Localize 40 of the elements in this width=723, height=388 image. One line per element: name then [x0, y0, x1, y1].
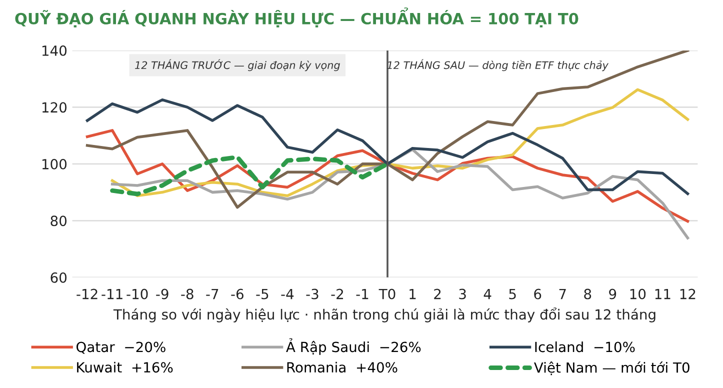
x-tick-label: 12	[680, 288, 696, 300]
y-tick-label: 120	[42, 102, 67, 113]
x-tick-label: 11	[655, 288, 670, 300]
x-tick-label: 5	[509, 288, 516, 300]
x-tick-label: -7	[206, 288, 218, 300]
x-axis-title: Tháng so với ngày hiệu lực · nhãn trong chú giải là mức thay đổi sau 12 tháng	[113, 308, 656, 322]
y-tick-label: 100	[42, 158, 67, 170]
x-tick-label: -3	[306, 288, 318, 300]
y-tick-label: 140	[42, 45, 67, 56]
x-tick-label: -12	[76, 288, 98, 300]
legend-label: Romania +40%	[287, 362, 398, 373]
x-tick-label: 4	[484, 288, 492, 300]
x-tick-label: -8	[181, 288, 194, 300]
x-tick-label: 2	[434, 288, 441, 300]
legend-label: Việt Nam — mới tới T0	[534, 362, 690, 376]
chart-title: QUỸ ĐẠO GIÁ QUANH NGÀY HIỆU LỰC — CHUẨN HÓA = 100 TẠI T0	[15, 7, 578, 28]
x-tick-label: 7	[559, 288, 566, 300]
x-tick-label: 3	[459, 288, 466, 300]
x-tick-label: -1	[356, 288, 368, 300]
x-tick-label: 6	[534, 288, 542, 300]
legend-label: Kuwait +16%	[77, 362, 173, 373]
x-tick-label: 9	[609, 288, 616, 300]
line-series	[86, 50, 690, 209]
annotation: 12 THÁNG TRƯỚC — giai đoạn kỳ vọng	[134, 59, 340, 72]
y-tick-label: 60	[50, 272, 67, 283]
x-tick-label: -6	[231, 288, 244, 300]
legend-label: Iceland −10%	[535, 341, 635, 352]
x-tick-label: 10	[630, 288, 646, 300]
x-tick-label: T0	[378, 288, 396, 300]
x-tick-label: -9	[156, 288, 168, 300]
x-tick-label: 1	[410, 288, 416, 300]
x-tick-label: -11	[102, 288, 122, 300]
x-tick-label: -10	[126, 288, 148, 300]
x-tick-label: 8	[584, 288, 592, 300]
x-tick-label: -4	[281, 288, 294, 300]
x-tick-label: -5	[256, 288, 268, 300]
y-tick-label: 80	[50, 216, 67, 226]
legend-label: Ả Rập Saudi −26%	[286, 338, 421, 355]
x-tick-label: -2	[331, 288, 343, 300]
legend-label: Qatar −20%	[76, 342, 166, 354]
